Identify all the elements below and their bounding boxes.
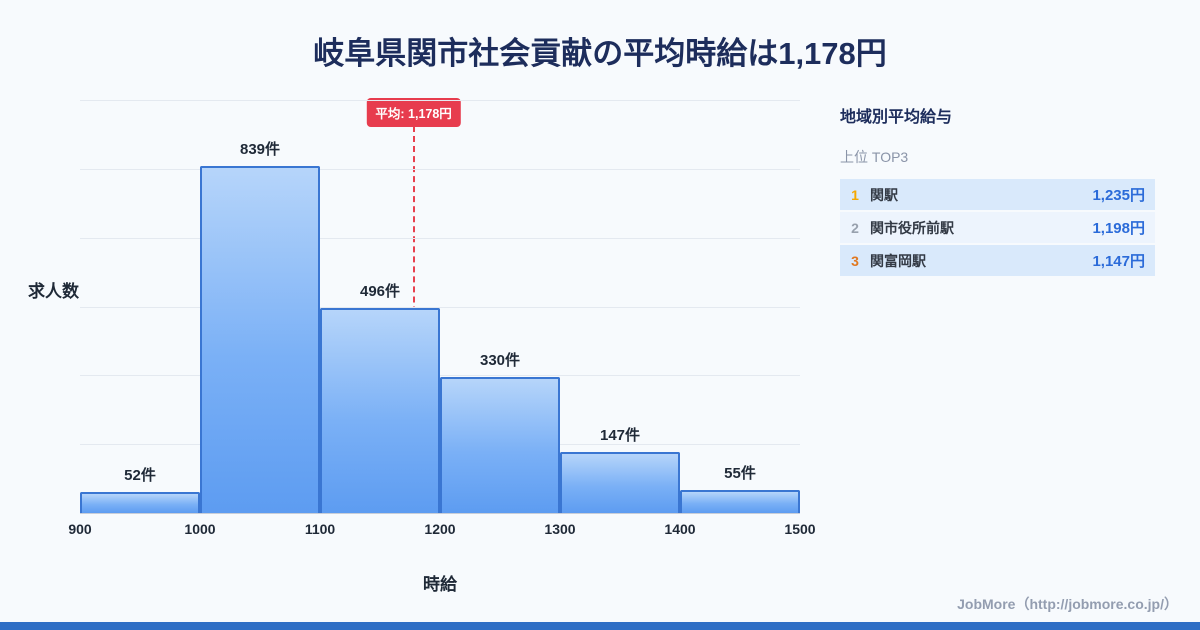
histogram-bar [560,452,680,513]
station-name: 関富岡駅 [870,252,926,269]
bottom-accent-bar [0,622,1200,630]
gridline [80,237,800,239]
x-tick-label: 1300 [544,521,576,537]
ranking-row: 3 関富岡駅 1,147円 [840,245,1155,276]
gridline [80,168,800,170]
histogram-bar [680,490,800,513]
station-name: 関駅 [870,186,898,203]
ranking-subtitle: 上位 TOP3 [840,149,909,165]
x-tick-label: 1200 [424,521,456,537]
gridline [80,100,800,101]
bar-value-label: 147件 [599,427,641,444]
station-name: 関市役所前駅 [870,219,954,236]
histogram-chart: 平均: 1,178円 52件 839件 496件 330件 147件 55件 900 1000… [68,98,816,537]
bar-value-label: 55件 [724,465,756,482]
ranking-title: 地域別平均給与 [840,109,953,126]
histogram-bar [200,166,320,513]
ranking-row: 1 関駅 1,235円 [840,179,1155,210]
rank-number: 3 [851,252,859,269]
x-tick-label: 900 [68,521,92,537]
ranking-table: 1 関駅 1,235円 2 関市役所前駅 1,198円 3 関富岡駅 1,147… [840,179,1155,276]
gridline [80,375,800,377]
station-wage: 1,147円 [1092,253,1145,270]
station-wage: 1,198円 [1092,220,1145,237]
histogram-bar [80,492,200,513]
x-tick-label: 1500 [784,521,816,537]
histogram-bar [440,377,560,513]
footer-credit: JobMore（http://jobmore.co.jp/） [957,596,1178,612]
ranking-panel: 地域別平均給与 上位 TOP3 1 関駅 1,235円 2 関市役所前駅 1,1… [840,103,1155,278]
histogram-bar [320,308,440,513]
x-axis-label: 時給 [423,575,457,594]
rank-number: 1 [851,186,859,203]
x-tick-label: 1100 [304,521,336,537]
y-axis-label: 求人数 [28,282,79,301]
average-badge: 平均: 1,178円 [366,98,461,127]
gridline [80,306,800,308]
rank-number: 2 [851,219,859,236]
ranking-row: 2 関市役所前駅 1,198円 [840,212,1155,243]
station-wage: 1,235円 [1092,187,1145,204]
bar-value-label: 839件 [239,141,281,158]
page-title: 岐阜県関市社会貢献の平均時給は1,178円 [313,36,887,71]
bar-value-label: 330件 [479,352,521,369]
bar-value-label: 496件 [359,283,401,300]
x-tick-label: 1000 [184,521,216,537]
x-tick-label: 1400 [664,521,696,537]
bar-value-label: 52件 [124,467,156,484]
